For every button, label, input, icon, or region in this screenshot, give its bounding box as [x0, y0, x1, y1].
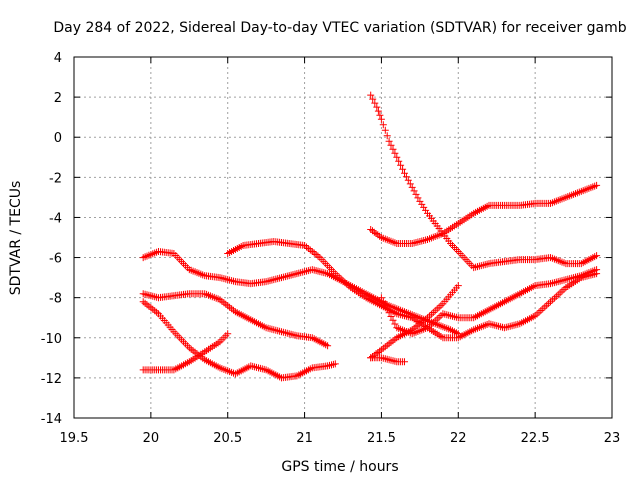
axis-ticks [73, 56, 613, 419]
series-markers [139, 330, 232, 374]
y-axis-label: SDTVAR / TECUs [8, 181, 24, 296]
series-track-7 [367, 181, 601, 247]
series-track-8 [367, 354, 408, 366]
x-tick-labels: 19.5 20 20.5 21 21.5 22 22.5 23 [60, 431, 621, 446]
x-tick-label: 20 [143, 431, 160, 446]
x-tick-label: 22.5 [521, 431, 550, 446]
series-track-10 [377, 266, 601, 338]
series-markers [367, 91, 601, 272]
series-markers [224, 238, 601, 342]
data-series [139, 91, 601, 382]
y-tick-label: -12 [41, 372, 62, 387]
series-track-1 [139, 248, 462, 338]
y-tick-label: -6 [49, 252, 62, 267]
y-tick-label: 2 [54, 91, 62, 106]
series-track-5 [224, 238, 601, 342]
y-tick-label: -14 [41, 412, 62, 427]
series-track-4 [139, 330, 232, 374]
y-tick-label: 0 [54, 131, 62, 146]
series-track-2 [139, 290, 332, 350]
series-markers [377, 266, 601, 338]
series-markers [139, 290, 332, 350]
y-tick-label: 4 [54, 51, 62, 66]
x-tick-label: 21.5 [367, 431, 396, 446]
y-tick-label: -10 [41, 332, 62, 347]
series-markers [139, 298, 339, 382]
series-track-6 [367, 91, 601, 272]
plot-frame [73, 56, 613, 419]
grid-lines [74, 57, 612, 418]
y-tick-label: -8 [49, 292, 62, 307]
series-markers [367, 181, 601, 247]
series-track-3 [139, 298, 339, 382]
series-markers [139, 248, 462, 338]
chart-title: Day 284 of 2022, Sidereal Day-to-day VTE… [53, 20, 626, 36]
y-tick-label: -4 [49, 211, 62, 226]
x-tick-label: 19.5 [60, 431, 89, 446]
y-tick-labels: -14 -12 -10 -8 -6 -4 -2 0 2 4 [41, 51, 62, 427]
x-tick-label: 20.5 [213, 431, 242, 446]
x-tick-label: 23 [604, 431, 621, 446]
series-markers [367, 354, 408, 366]
y-tick-label: -2 [49, 171, 62, 186]
x-axis-label: GPS time / hours [281, 459, 398, 475]
x-tick-label: 22 [450, 431, 467, 446]
x-tick-label: 21 [296, 431, 313, 446]
